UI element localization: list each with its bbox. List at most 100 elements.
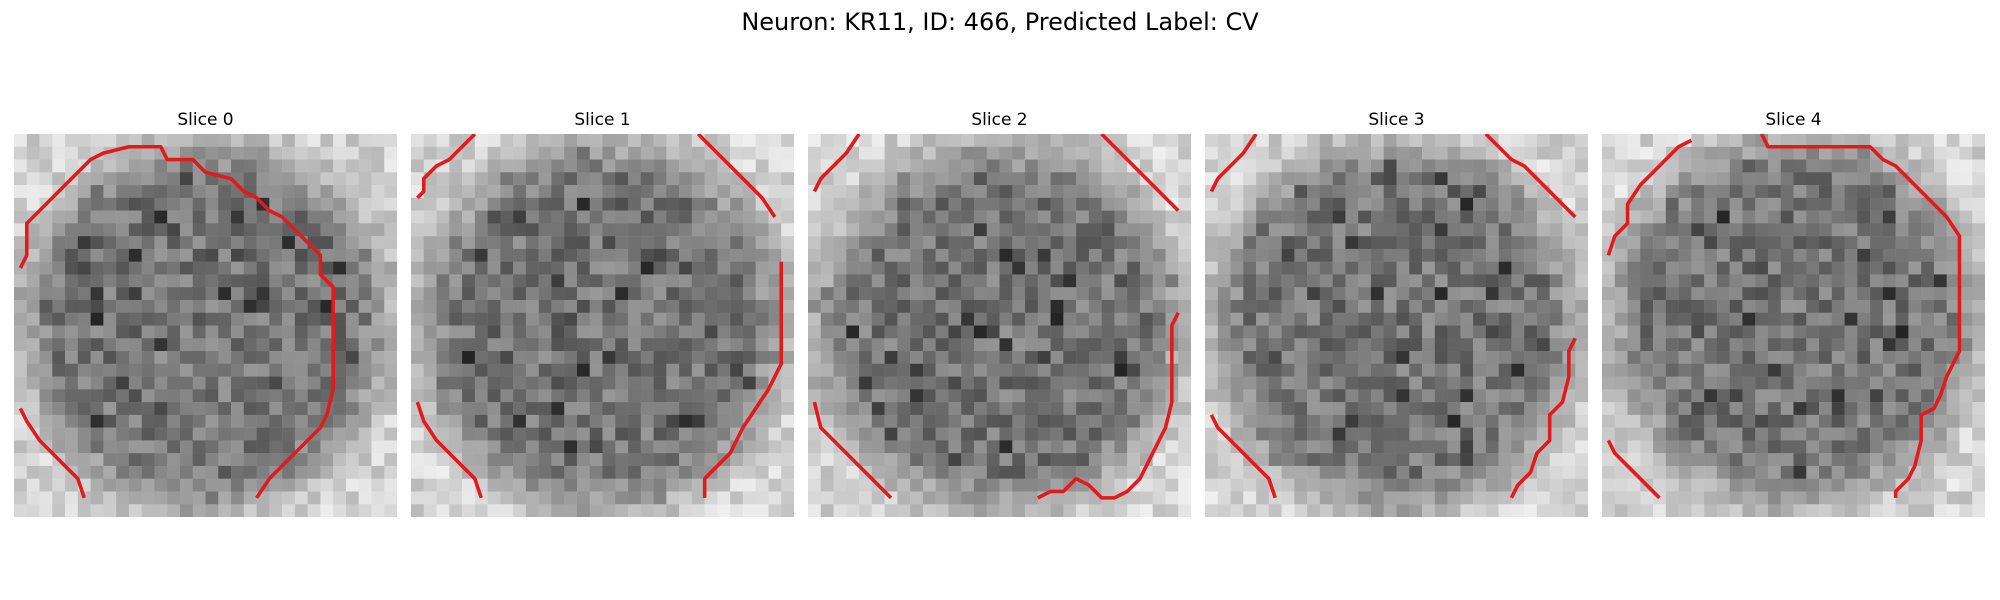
pixel: [922, 478, 936, 492]
pixel: [564, 210, 578, 224]
pixel: [653, 236, 667, 250]
pixel: [986, 504, 1000, 517]
pixel: [859, 134, 873, 148]
pixel: [1755, 172, 1769, 186]
pixel: [1549, 414, 1563, 428]
pixel: [1205, 197, 1219, 211]
pixel: [205, 465, 219, 479]
pixel: [128, 440, 142, 454]
pixel: [307, 274, 321, 288]
pixel: [307, 197, 321, 211]
pixel: [103, 440, 117, 454]
pixel: [154, 465, 168, 479]
pixel: [1139, 185, 1153, 199]
pixel: [282, 465, 296, 479]
pixel: [833, 453, 847, 467]
pixel: [1256, 478, 1270, 492]
pixel: [333, 172, 347, 186]
pixel: [1319, 402, 1333, 416]
pixel: [128, 453, 142, 467]
pixel: [52, 159, 66, 173]
pixel: [487, 146, 501, 160]
pixel: [282, 185, 296, 199]
pixel: [538, 185, 552, 199]
pixel: [1831, 465, 1845, 479]
pixel: [1063, 338, 1077, 352]
pixel: [1307, 427, 1321, 441]
pixel: [14, 491, 28, 505]
pixel: [500, 159, 514, 173]
pixel: [1959, 134, 1973, 148]
pixel: [1780, 440, 1794, 454]
pixel: [986, 274, 1000, 288]
pixel: [1217, 261, 1231, 275]
pixel: [1358, 402, 1372, 416]
pixel: [14, 274, 28, 288]
pixel: [1780, 389, 1794, 403]
pixel: [1139, 325, 1153, 339]
pixel: [192, 236, 206, 250]
pixel: [1921, 248, 1935, 262]
pixel: [462, 210, 476, 224]
pixel: [961, 478, 975, 492]
pixel: [935, 376, 949, 390]
pixel: [1230, 312, 1244, 326]
pixel: [1678, 465, 1692, 479]
pixel: [1294, 172, 1308, 186]
pixel: [922, 491, 936, 505]
pixel: [179, 274, 193, 288]
pixel: [859, 504, 873, 517]
pixel: [1870, 274, 1884, 288]
pixel: [1088, 287, 1102, 301]
pixel: [1243, 491, 1257, 505]
pixel: [653, 478, 667, 492]
pixel: [742, 248, 756, 262]
pixel: [999, 185, 1013, 199]
pixel: [1434, 134, 1448, 148]
pixel: [1665, 376, 1679, 390]
pixel: [474, 427, 488, 441]
pixel: [1165, 134, 1179, 148]
pixel: [1946, 146, 1960, 160]
pixel: [935, 453, 949, 467]
pixel: [307, 363, 321, 377]
pixel: [1780, 504, 1794, 517]
pixel: [602, 248, 616, 262]
pixel: [999, 465, 1013, 479]
pixel: [1704, 351, 1718, 365]
pixel: [1882, 248, 1896, 262]
pixel: [742, 376, 756, 390]
pixel: [1050, 351, 1064, 365]
pixel: [1396, 159, 1410, 173]
pixel: [755, 210, 769, 224]
pixel: [167, 504, 181, 517]
pixel: [1294, 389, 1308, 403]
pixel: [666, 172, 680, 186]
pixel: [640, 363, 654, 377]
pixel: [808, 389, 822, 403]
pixel: [205, 440, 219, 454]
pixel: [922, 338, 936, 352]
pixel: [26, 159, 40, 173]
pixel: [1575, 325, 1588, 339]
pixel: [1205, 248, 1219, 262]
pixel: [1602, 159, 1616, 173]
pixel: [589, 210, 603, 224]
pixel: [1345, 453, 1359, 467]
pixel: [1345, 210, 1359, 224]
pixel: [116, 274, 130, 288]
pixel: [1857, 312, 1871, 326]
pixel: [935, 491, 949, 505]
pixel: [1972, 236, 1985, 250]
pixel: [1460, 261, 1474, 275]
pixel: [1396, 223, 1410, 237]
pixel: [935, 159, 949, 173]
pixel: [1614, 312, 1628, 326]
pixel: [103, 402, 117, 416]
pixel: [1882, 146, 1896, 160]
pixel: [666, 185, 680, 199]
pixel: [384, 465, 397, 479]
pixel: [1422, 491, 1436, 505]
pixel: [1396, 185, 1410, 199]
pixel: [1012, 197, 1026, 211]
